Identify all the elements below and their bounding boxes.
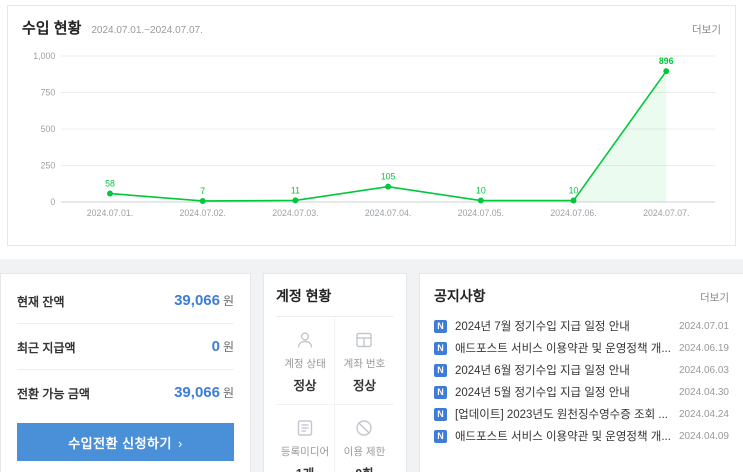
balance-value: 0	[211, 338, 220, 355]
income-convert-button-label: 수입전환 신청하기	[68, 435, 172, 451]
notices-card: 공지사항 더보기 N 2024년 7월 정기수입 지급 일정 안내 2024.0…	[418, 273, 743, 472]
notice-item[interactable]: N 2024년 6월 정기수입 지급 일정 안내 2024.06.03	[433, 359, 729, 381]
income-status-header: 수입 현황 2024.07.01.~2024.07.07. 더보기	[22, 17, 721, 38]
svg-text:11: 11	[291, 185, 300, 195]
card-icon	[337, 329, 392, 351]
account-cell-label: 계정 상태	[284, 358, 326, 370]
notices-title: 공지사항	[433, 288, 486, 304]
svg-text:2024.07.04.: 2024.07.04.	[365, 208, 411, 218]
balance-row-convertible: 전환 가능 금액 39,066 원	[17, 370, 234, 415]
svg-text:896: 896	[659, 56, 674, 66]
new-badge-icon: N	[433, 385, 447, 399]
balance-value: 39,066	[174, 384, 220, 401]
svg-text:10: 10	[476, 185, 486, 195]
account-cell-bank: 계좌 번호 정상	[335, 317, 394, 404]
notices-header: 공지사항 더보기	[434, 286, 729, 306]
svg-text:2024.07.05.: 2024.07.05.	[458, 208, 504, 218]
account-cell-label: 계좌 번호	[343, 358, 386, 370]
svg-text:500: 500	[41, 124, 56, 134]
new-badge-icon: N	[433, 341, 447, 355]
notice-item-title: 2024년 6월 정기수입 지급 일정 안내	[454, 365, 630, 377]
new-badge-icon: N	[433, 407, 447, 421]
svg-text:0: 0	[50, 197, 55, 207]
balance-label: 현재 잔액	[17, 294, 65, 309]
balance-value: 39,066	[174, 292, 220, 309]
income-convert-button[interactable]: 수입전환 신청하기 ›	[17, 423, 235, 461]
notice-item[interactable]: N 애드포스트 서비스 이용약관 및 운영정책 개... 2024.04.09	[433, 425, 729, 447]
notice-item-title: 애드포스트 서비스 이용약관 및 운영정책 개...	[454, 431, 671, 443]
notice-item[interactable]: N 2024년 5월 정기수입 지급 일정 안내 2024.04.30	[433, 381, 729, 403]
balance-value-wrap: 39,066 원	[174, 384, 234, 402]
notice-item-date: 2024.06.19	[678, 342, 729, 354]
balance-label: 최근 지급액	[17, 340, 76, 355]
notice-item-date: 2024.06.03	[678, 364, 729, 376]
currency-unit: 원	[222, 340, 235, 354]
svg-text:2024.07.06.: 2024.07.06.	[550, 208, 596, 218]
svg-text:10: 10	[569, 185, 579, 195]
notice-item-date: 2024.04.30	[678, 386, 729, 398]
account-cell-label: 이용 제한	[343, 446, 386, 458]
balance-value-wrap: 39,066 원	[174, 292, 234, 310]
balance-label: 전환 가능 금액	[17, 386, 90, 401]
notice-item-date: 2024.04.09	[678, 430, 729, 442]
new-badge-icon: N	[433, 319, 447, 333]
notice-item-title: 애드포스트 서비스 이용약관 및 운영정책 개...	[454, 343, 671, 355]
svg-text:250: 250	[41, 160, 56, 170]
account-cell-value: 1개	[278, 463, 332, 472]
svg-text:2024.07.07.: 2024.07.07.	[643, 208, 689, 218]
media-list-icon	[278, 417, 332, 439]
account-cell-value: 정상	[293, 379, 317, 393]
account-cell-value: 정상	[352, 379, 376, 393]
new-badge-icon: N	[433, 429, 447, 443]
account-cell-status: 계정 상태 정상	[276, 317, 335, 404]
income-chart-container: 0 250 500 750 1,000 58 7 11 105 10 10 896 2024.07.01…	[22, 40, 721, 243]
income-status-title: 수입 현황	[22, 20, 82, 37]
notice-item-title: 2024년 7월 정기수입 지급 일정 안내	[454, 321, 630, 333]
new-badge-icon: N	[433, 363, 447, 377]
notices-more-link[interactable]: 더보기	[700, 292, 729, 304]
notice-item[interactable]: N 애드포스트 서비스 이용약관 및 운영정책 개... 2024.06.19	[433, 337, 729, 359]
account-cell-value: 0회	[337, 463, 392, 472]
income-more-link[interactable]: 더보기	[692, 24, 721, 36]
notice-item-title: [업데이트] 2023년도 원천징수영수증 조회 ...	[454, 409, 668, 421]
svg-text:7: 7	[200, 186, 205, 196]
svg-text:2024.07.01.: 2024.07.01.	[87, 208, 133, 218]
income-date-range: 2024.07.01.~2024.07.07.	[91, 25, 203, 36]
account-cell-label: 등록미디어	[280, 446, 330, 458]
income-line-chart: 0 250 500 750 1,000 58 7 11 105 10 10 896 2024.07.01…	[33, 51, 716, 218]
svg-text:105: 105	[381, 172, 396, 182]
currency-unit: 원	[222, 294, 235, 308]
person-icon	[278, 329, 332, 351]
account-status-card: 계정 현황 계정 상태 정상 계좌 번호 정상 등록미디어	[263, 273, 407, 472]
ban-icon	[337, 417, 392, 439]
notice-item[interactable]: N [업데이트] 2023년도 원천징수영수증 조회 ... 2024.04.2…	[433, 403, 729, 425]
svg-text:58: 58	[105, 178, 115, 188]
notice-item[interactable]: N 2024년 7월 정기수입 지급 일정 안내 2024.07.01	[433, 315, 729, 337]
svg-text:2024.07.02.: 2024.07.02.	[180, 208, 226, 218]
account-status-title: 계정 현황	[276, 286, 394, 317]
svg-text:1,000: 1,000	[33, 51, 55, 61]
notice-item-title: 2024년 5월 정기수입 지급 일정 안내	[454, 387, 630, 399]
notice-item-date: 2024.07.01	[678, 320, 729, 332]
balance-row-current: 현재 잔액 39,066 원	[17, 278, 235, 324]
svg-text:750: 750	[41, 87, 56, 97]
account-cell-restriction: 이용 제한 0회	[334, 404, 394, 472]
income-status-panel: 수입 현황 2024.07.01.~2024.07.07. 더보기 0 250 50…	[7, 5, 736, 246]
account-cell-media: 등록미디어 1개	[276, 404, 335, 472]
notice-item-date: 2024.04.24	[678, 408, 729, 420]
chevron-right-icon: ›	[177, 435, 183, 451]
svg-text:2024.07.03.: 2024.07.03.	[272, 208, 318, 218]
currency-unit: 원	[222, 386, 235, 400]
account-status-grid: 계정 상태 정상 계좌 번호 정상 등록미디어 1개	[276, 317, 394, 472]
